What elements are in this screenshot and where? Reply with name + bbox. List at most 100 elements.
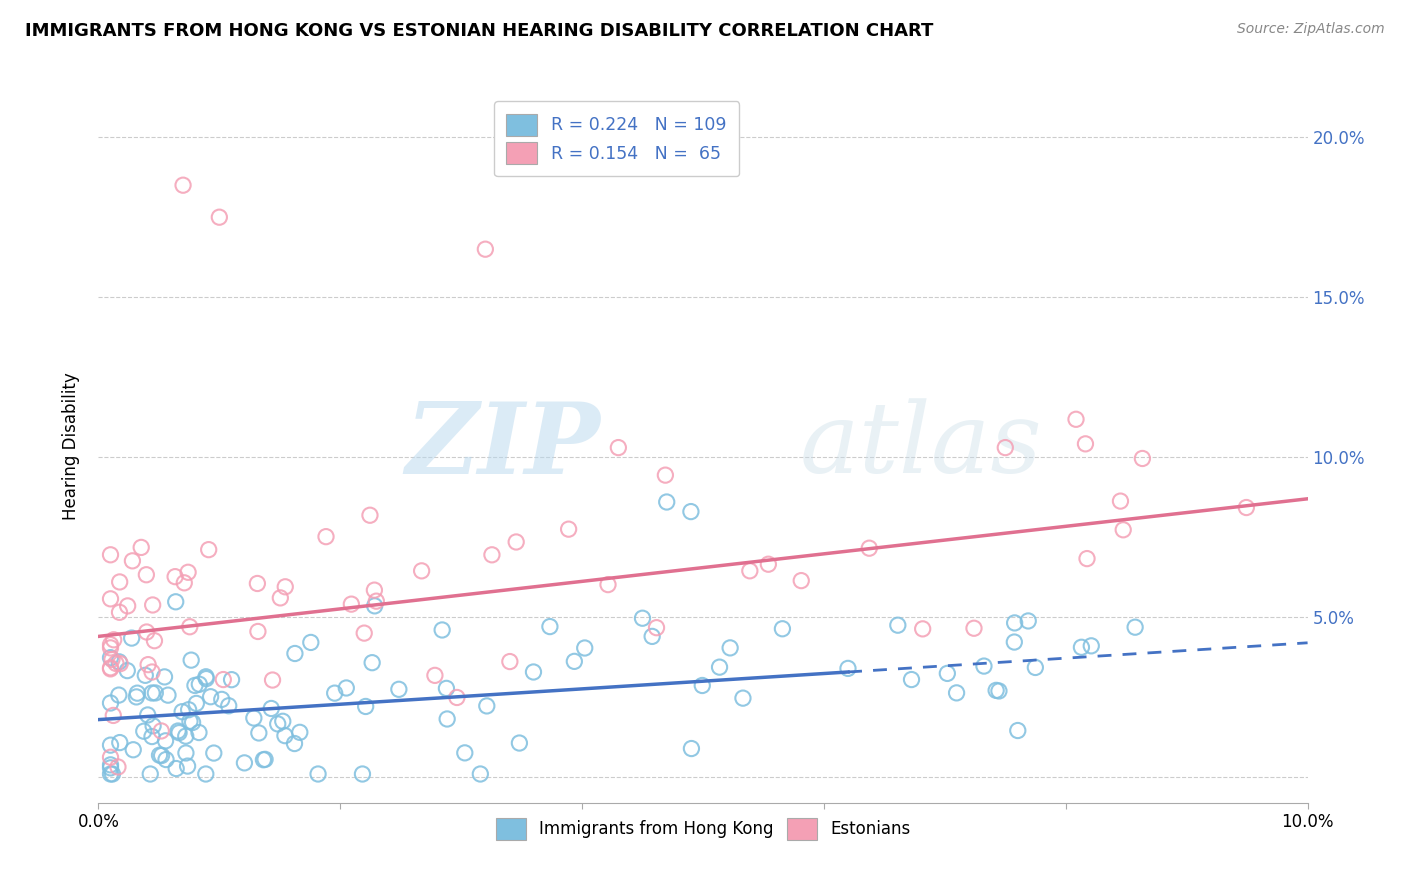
Point xyxy=(103,708,125,723)
Point xyxy=(645,621,668,635)
Point xyxy=(197,542,219,557)
Point xyxy=(252,753,274,767)
Point xyxy=(1109,494,1132,508)
Point xyxy=(738,564,761,578)
Point xyxy=(100,662,122,676)
Point xyxy=(562,654,585,668)
Point xyxy=(470,767,492,781)
Point xyxy=(100,761,122,775)
Point xyxy=(100,738,122,752)
Point xyxy=(790,574,813,588)
Point xyxy=(188,677,211,691)
Point xyxy=(269,591,291,605)
Point xyxy=(1074,437,1097,451)
Point xyxy=(631,611,654,625)
Point xyxy=(100,767,122,781)
Point xyxy=(887,618,910,632)
Point xyxy=(208,210,231,224)
Point xyxy=(709,660,731,674)
Point xyxy=(141,730,163,744)
Point xyxy=(641,629,664,643)
Point xyxy=(100,548,122,562)
Point xyxy=(165,595,187,609)
Point xyxy=(936,666,959,681)
Point xyxy=(274,729,297,743)
Point xyxy=(117,664,139,678)
Point xyxy=(132,724,155,739)
Point xyxy=(288,725,311,739)
Point xyxy=(987,684,1010,698)
Point xyxy=(174,746,197,760)
Point xyxy=(770,622,793,636)
Point xyxy=(233,756,256,770)
Point xyxy=(1017,614,1039,628)
Point xyxy=(911,622,934,636)
Point xyxy=(200,690,222,704)
Point xyxy=(195,672,218,686)
Point xyxy=(100,696,122,710)
Point xyxy=(134,668,156,682)
Point xyxy=(108,574,131,589)
Point xyxy=(446,690,468,705)
Point xyxy=(246,576,269,591)
Point xyxy=(104,657,127,671)
Point xyxy=(655,495,678,509)
Point xyxy=(315,530,337,544)
Point xyxy=(690,678,713,692)
Point xyxy=(135,625,157,640)
Point xyxy=(335,681,357,695)
Point xyxy=(143,686,166,700)
Point xyxy=(110,657,132,671)
Point xyxy=(155,734,177,748)
Point xyxy=(284,647,307,661)
Point xyxy=(180,653,202,667)
Point xyxy=(361,656,384,670)
Point xyxy=(340,597,363,611)
Point xyxy=(173,575,195,590)
Point xyxy=(1004,615,1026,630)
Point xyxy=(557,522,579,536)
Point xyxy=(436,712,458,726)
Point xyxy=(121,554,143,568)
Point xyxy=(353,626,375,640)
Point xyxy=(129,541,152,555)
Point xyxy=(1002,635,1025,649)
Y-axis label: Hearing Disability: Hearing Disability xyxy=(62,372,80,520)
Point xyxy=(246,624,269,639)
Point xyxy=(963,621,986,635)
Point xyxy=(165,569,187,583)
Point xyxy=(136,657,159,672)
Point xyxy=(221,673,243,687)
Point xyxy=(262,673,284,687)
Point xyxy=(167,724,190,739)
Point xyxy=(538,619,561,633)
Point xyxy=(108,605,131,619)
Point xyxy=(247,726,270,740)
Point xyxy=(179,620,201,634)
Point xyxy=(174,729,197,743)
Text: IMMIGRANTS FROM HONG KONG VS ESTONIAN HEARING DISABILITY CORRELATION CHART: IMMIGRANTS FROM HONG KONG VS ESTONIAN HE… xyxy=(25,22,934,40)
Point xyxy=(165,762,187,776)
Point xyxy=(177,703,200,717)
Point xyxy=(654,468,676,483)
Point xyxy=(167,725,190,739)
Point xyxy=(212,673,235,687)
Point xyxy=(1070,640,1092,655)
Point xyxy=(101,652,124,666)
Point xyxy=(1234,500,1257,515)
Point xyxy=(299,635,322,649)
Point xyxy=(172,705,194,719)
Point xyxy=(103,632,125,647)
Point xyxy=(731,691,754,706)
Point xyxy=(984,683,1007,698)
Point xyxy=(188,725,211,739)
Point xyxy=(172,178,194,193)
Point xyxy=(837,661,859,675)
Point xyxy=(430,623,453,637)
Point xyxy=(363,583,385,598)
Point xyxy=(254,752,277,766)
Point xyxy=(142,719,165,733)
Point xyxy=(107,760,129,774)
Point xyxy=(858,541,880,556)
Point xyxy=(274,580,297,594)
